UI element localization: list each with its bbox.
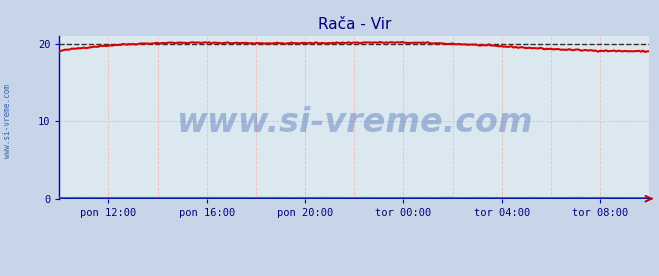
- Text: www.si-vreme.com: www.si-vreme.com: [176, 106, 532, 139]
- Text: www.si-vreme.com: www.si-vreme.com: [3, 84, 13, 158]
- Legend: temperatura[C], pretok[m3/s]: temperatura[C], pretok[m3/s]: [293, 274, 415, 276]
- Title: Rača - Vir: Rača - Vir: [318, 17, 391, 32]
